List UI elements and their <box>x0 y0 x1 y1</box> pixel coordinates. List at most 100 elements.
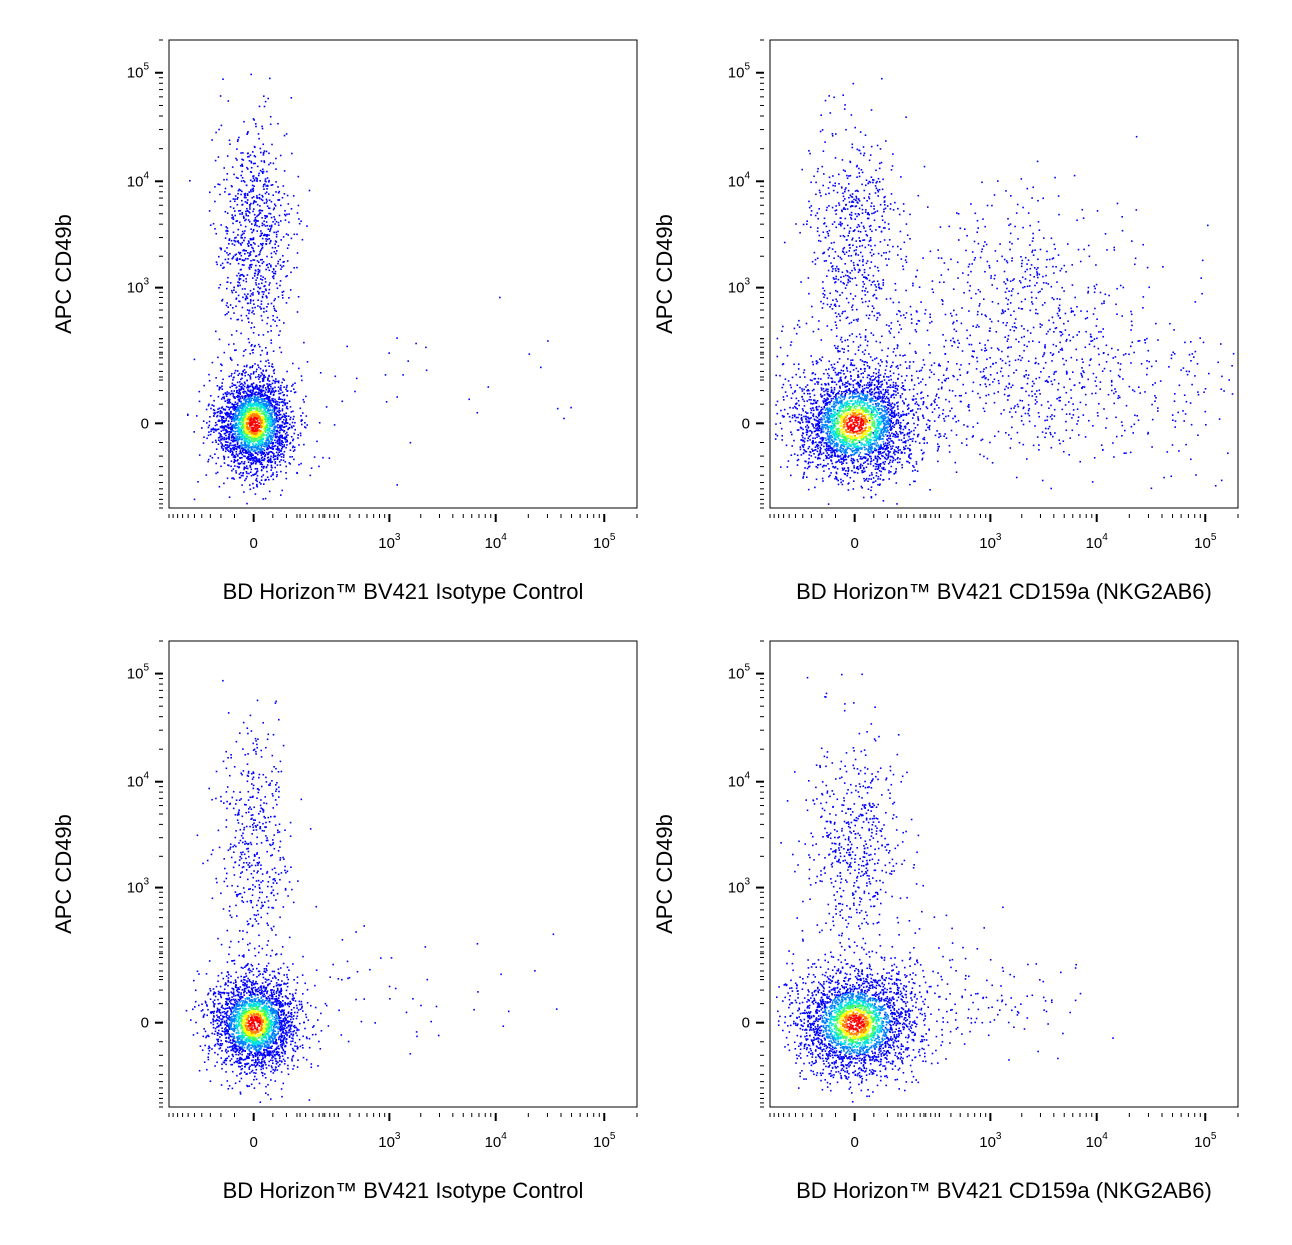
event-point <box>835 315 838 318</box>
event-point <box>249 484 251 486</box>
event-point <box>270 435 273 438</box>
event-point <box>864 134 867 136</box>
event-point <box>214 439 217 442</box>
event-point <box>256 457 258 460</box>
event-point <box>254 457 257 460</box>
event-point <box>945 378 948 380</box>
event-point <box>947 361 949 363</box>
event-point <box>883 239 886 241</box>
event-point <box>803 388 805 391</box>
event-point <box>938 281 941 284</box>
event-point <box>217 439 220 441</box>
event-point <box>816 170 819 173</box>
event-point <box>1010 195 1012 197</box>
event-point <box>258 385 261 387</box>
event-point <box>231 185 233 188</box>
event-point <box>284 441 287 443</box>
event-point <box>264 192 267 195</box>
event-point <box>274 458 276 460</box>
event-point <box>854 126 856 129</box>
event-point <box>1214 485 1217 487</box>
event-point <box>264 445 266 448</box>
event-point <box>273 407 275 410</box>
event-point <box>250 260 252 262</box>
event-point <box>239 476 242 479</box>
event-point <box>266 409 269 412</box>
event-point <box>237 414 240 416</box>
event-point <box>248 191 250 193</box>
event-point <box>231 444 233 447</box>
event-point <box>248 321 250 323</box>
event-point <box>242 422 245 424</box>
event-point <box>268 446 271 449</box>
event-point <box>237 424 239 426</box>
event-point <box>235 411 237 413</box>
event-point <box>258 389 260 392</box>
event-point <box>882 227 885 229</box>
event-point <box>265 415 267 417</box>
event-point <box>254 146 256 149</box>
event-point <box>255 404 258 407</box>
event-point <box>277 436 280 439</box>
event-point <box>264 277 266 280</box>
event-point <box>262 426 265 429</box>
event-point <box>224 250 226 252</box>
event-point <box>268 163 270 166</box>
event-point <box>920 391 923 393</box>
event-point <box>241 427 244 429</box>
event-point <box>252 454 254 456</box>
event-point <box>271 436 274 439</box>
event-point <box>300 420 302 422</box>
event-point <box>275 310 277 312</box>
event-point <box>257 419 259 422</box>
event-point <box>267 390 270 392</box>
event-point <box>292 195 295 197</box>
event-point <box>262 379 264 381</box>
event-point <box>242 447 244 450</box>
event-point <box>861 360 864 362</box>
event-point <box>274 390 277 393</box>
event-point <box>269 383 272 386</box>
event-point <box>239 438 241 440</box>
event-point <box>851 143 854 146</box>
event-point <box>233 420 235 423</box>
event-point <box>259 403 261 406</box>
event-point <box>1016 431 1019 434</box>
event-point <box>895 420 898 422</box>
event-point <box>304 426 307 429</box>
event-point <box>905 255 908 258</box>
event-point <box>995 331 998 333</box>
event-point <box>975 326 978 328</box>
event-point <box>247 317 250 320</box>
event-point <box>1029 279 1031 282</box>
event-point <box>281 391 284 394</box>
event-point <box>792 407 794 409</box>
event-point <box>275 430 278 432</box>
event-point <box>1013 322 1016 324</box>
event-point <box>937 249 939 251</box>
event-point <box>203 436 205 438</box>
event-point <box>255 125 257 128</box>
event-point <box>277 260 280 263</box>
event-point <box>1022 226 1024 229</box>
event-point <box>940 257 943 259</box>
event-point <box>293 425 295 427</box>
event-point <box>942 334 944 336</box>
event-point <box>237 407 240 409</box>
event-point <box>227 261 229 264</box>
event-point <box>246 423 249 426</box>
event-point <box>275 425 277 427</box>
event-point <box>215 462 217 465</box>
event-point <box>256 426 258 429</box>
event-point <box>304 422 306 424</box>
event-point <box>264 400 266 403</box>
event-point <box>257 214 259 217</box>
event-point <box>797 400 800 402</box>
event-point <box>903 241 906 244</box>
event-point <box>290 237 293 240</box>
event-point <box>1066 338 1068 341</box>
event-point <box>278 437 281 439</box>
event-point <box>269 415 272 417</box>
event-point <box>233 478 235 480</box>
event-point <box>245 419 248 422</box>
